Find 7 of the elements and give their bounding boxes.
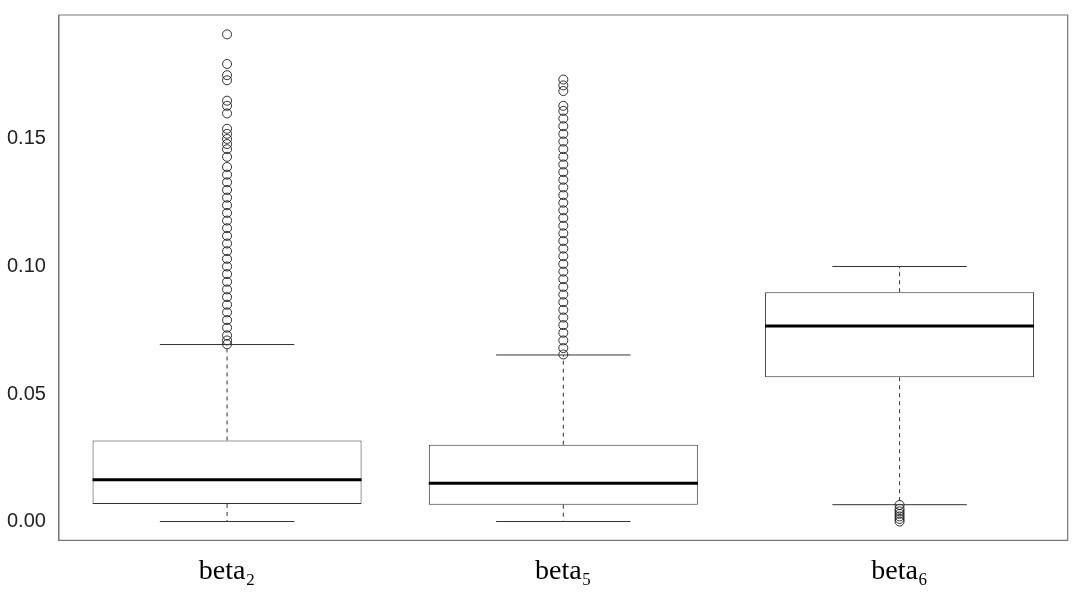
x-tick-label: beta₅ — [535, 553, 592, 585]
x-tick-label: beta₂ — [198, 553, 256, 585]
y-tick-label: 0.10 — [6, 253, 46, 276]
x-tick-label: beta₆ — [871, 553, 928, 585]
y-tick-label: 0.05 — [6, 381, 46, 404]
y-tick-label: 0.15 — [6, 126, 46, 149]
y-tick-label: 0.00 — [6, 509, 46, 532]
